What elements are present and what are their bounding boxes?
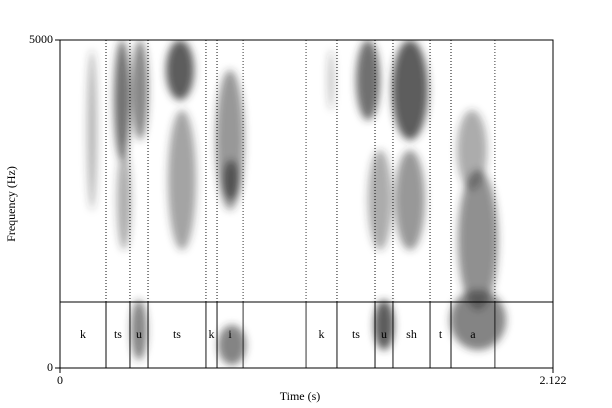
spectrogram-image <box>87 40 506 365</box>
x-axis-title: Time (s) <box>280 389 321 403</box>
segment-label: ts <box>173 327 181 341</box>
segment-label: u <box>381 327 387 341</box>
segment-label: k <box>80 327 86 341</box>
segment-label: sh <box>406 327 417 341</box>
segment-label: u <box>136 327 142 341</box>
plot-frame <box>59 39 554 369</box>
segment-label: k <box>208 327 214 341</box>
segment-label: t <box>439 327 443 341</box>
y-axis-title: Frequency (Hz) <box>4 166 18 242</box>
segment-label: ts <box>114 327 122 341</box>
segment-label: ts <box>352 327 360 341</box>
segment-label: i <box>228 327 232 341</box>
segment-label: a <box>470 327 476 341</box>
y-tick-label: 5000 <box>29 32 53 46</box>
x-tick-label: 0 <box>57 373 63 387</box>
y-tick-label: 0 <box>47 360 53 374</box>
segment-label: k <box>318 327 324 341</box>
x-tick-label: 2.122 <box>540 373 567 387</box>
